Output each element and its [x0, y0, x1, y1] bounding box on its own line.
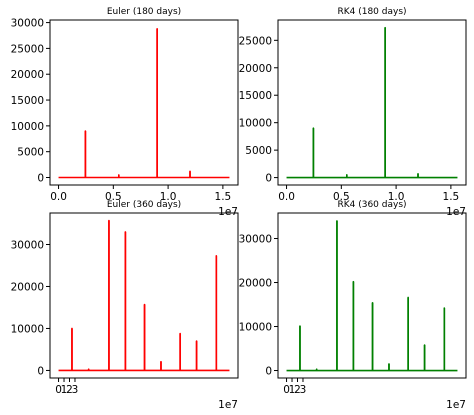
- x-tick-label: 0: [283, 384, 290, 396]
- chart-title: Euler (360 days): [107, 200, 181, 210]
- chart-rk4-180: RK4 (180 days) 0.0 0.5 1.0 1.5 0 5000 10000 1500…: [239, 7, 467, 218]
- x-tick-label: 0.0: [50, 191, 67, 203]
- x-tick-label: 1.0: [388, 191, 405, 203]
- axes-frame: [277, 19, 467, 186]
- y-tick-label: 10000: [11, 323, 44, 335]
- y-tick-label: 15000: [11, 95, 44, 107]
- series-line: [286, 26, 458, 179]
- y-tick-label: 0: [265, 366, 272, 378]
- x-tick-label: 3: [72, 384, 79, 396]
- y-tick-label: 5000: [17, 147, 44, 159]
- x-tick-label: 0.5: [105, 191, 122, 203]
- series-line: [58, 27, 230, 179]
- x-offset-label: 1e7: [446, 399, 466, 411]
- chart-title: RK4 (360 days): [337, 200, 406, 210]
- y-tick-label: 5000: [245, 145, 272, 157]
- x-tick-label: 1: [61, 384, 68, 396]
- x-tick-label: 3: [300, 384, 307, 396]
- x-tick-label: 2: [294, 384, 301, 396]
- x-tick-label: 0.5: [333, 191, 350, 203]
- x-tick-label: 0: [55, 384, 62, 396]
- y-tick-label: 0: [37, 365, 44, 377]
- chart-euler-180: Euler (180 days) 0.0 0.5 1.0 1.5 0 5000 10000 15…: [11, 7, 239, 218]
- x-tick-label: 1: [289, 384, 296, 396]
- axes-frame: [49, 19, 239, 186]
- y-tick-label: 20000: [239, 278, 272, 290]
- x-tick-label: 1.5: [443, 191, 460, 203]
- chart-title: Euler (180 days): [107, 7, 181, 17]
- y-tick-label: 10000: [239, 322, 272, 334]
- y-tick-label: 20000: [239, 63, 272, 75]
- axes-frame: [277, 212, 467, 379]
- y-tick-label: 30000: [11, 18, 44, 30]
- y-tick-label: 10000: [239, 118, 272, 130]
- y-tick-label: 25000: [11, 43, 44, 55]
- x-tick-label: 1.5: [215, 191, 232, 203]
- x-offset-label: 1e7: [218, 399, 238, 411]
- chart-title: RK4 (180 days): [337, 7, 406, 17]
- y-tick-label: 20000: [11, 69, 44, 81]
- y-tick-label: 25000: [239, 35, 272, 47]
- y-tick-label: 0: [265, 173, 272, 185]
- y-tick-label: 10000: [11, 121, 44, 133]
- x-tick-label: 0.0: [278, 191, 295, 203]
- x-offset-label: 1e7: [218, 206, 238, 218]
- y-tick-label: 30000: [11, 239, 44, 251]
- x-tick-label: 1.0: [160, 191, 177, 203]
- y-tick-label: 20000: [11, 281, 44, 293]
- y-tick-label: 0: [37, 173, 44, 185]
- x-offset-label: 1e7: [446, 206, 466, 218]
- y-tick-label: 30000: [239, 234, 272, 246]
- x-tick-label: 2: [66, 384, 73, 396]
- y-tick-label: 15000: [239, 90, 272, 102]
- axes-frame: [49, 212, 239, 379]
